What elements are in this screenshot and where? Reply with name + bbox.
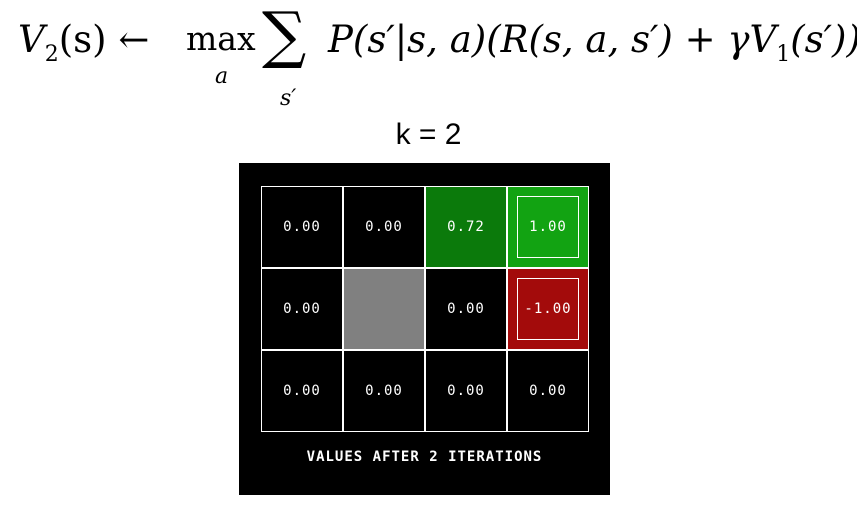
gridworld-caption: VALUES AFTER 2 ITERATIONS <box>306 449 543 465</box>
iteration-label: k = 2 <box>395 118 462 151</box>
grid-cell: 0.00 <box>343 350 425 432</box>
formula-lhs-argument: (s) <box>58 18 107 61</box>
grid-cell-terminal: 1.00 <box>507 186 589 268</box>
cell-value: 0.00 <box>447 383 485 399</box>
cell-value: -1.00 <box>524 301 572 317</box>
grid-cell-terminal: -1.00 <box>507 268 589 350</box>
grid-cell: 0.00 <box>425 268 507 350</box>
grid-cell: 0.00 <box>261 268 343 350</box>
formula-body-tail: (s′)) <box>790 18 857 61</box>
grid-cell: 0.00 <box>425 350 507 432</box>
formula-lhs-symbol: V <box>18 18 45 61</box>
grid-cell: 0.00 <box>261 350 343 432</box>
formula-sum-subscript: s′ <box>280 86 297 111</box>
formula-lhs: V2(s) ← <box>18 18 150 67</box>
cell-value: 0.00 <box>283 219 321 235</box>
bellman-update-formula: V2(s) ← max a ∑ s′ P(s′|s, a)(R(s, a, s′… <box>18 0 857 112</box>
cell-value: 0.00 <box>283 301 321 317</box>
cell-value: 0.00 <box>447 301 485 317</box>
formula-max-operator: max <box>186 19 256 58</box>
cell-value: 0.00 <box>529 383 567 399</box>
terminal-inner-border <box>517 278 579 340</box>
cell-value: 1.00 <box>529 219 567 235</box>
cell-value: 0.00 <box>283 383 321 399</box>
formula-body: P(s′|s, a)(R(s, a, s′) + γV1(s′)) <box>328 18 857 67</box>
terminal-inner-border <box>517 196 579 258</box>
cell-value: 0.00 <box>365 219 403 235</box>
grid-cell: 0.00 <box>343 186 425 268</box>
grid-cell: 0.72 <box>425 186 507 268</box>
formula-max-subscript: a <box>215 64 229 89</box>
grid-cell: 0.00 <box>261 186 343 268</box>
formula-sum-symbol: ∑ <box>262 0 307 71</box>
formula-lhs-subscript: 2 <box>44 42 59 67</box>
gridworld-grid: 0.00 0.00 0.72 1.00 0.00 0.00 -1.00 0.00 0.00 0.0… <box>261 186 589 433</box>
cell-value: 0.00 <box>365 383 403 399</box>
cell-value: 0.72 <box>447 219 485 235</box>
formula-arrow: ← <box>118 18 150 61</box>
formula-body-main: P(s′|s, a)(R(s, a, s′) + γV <box>328 18 777 61</box>
grid-cell: 0.00 <box>507 350 589 432</box>
formula-body-subscript: 1 <box>776 42 791 67</box>
gridworld-panel: 0.00 0.00 0.72 1.00 0.00 0.00 -1.00 0.00 0.00 0.0… <box>239 163 610 495</box>
grid-cell-wall <box>343 268 425 350</box>
